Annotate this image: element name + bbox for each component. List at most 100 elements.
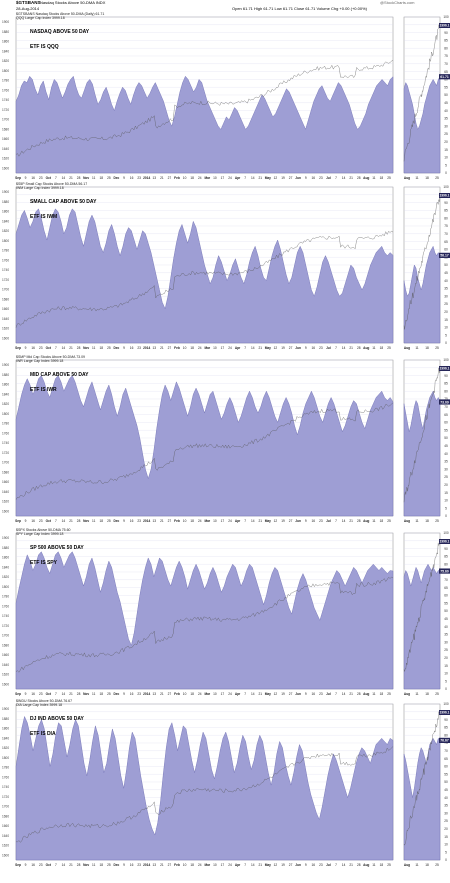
right-axis-tick: 25 bbox=[444, 302, 448, 306]
price-badge-label: 1996.1 bbox=[440, 711, 450, 715]
x-axis-tick: 13 bbox=[153, 519, 157, 523]
price-badge bbox=[439, 23, 450, 28]
left-axis-tick: 1760 bbox=[2, 431, 9, 435]
x-axis-tick: 7 bbox=[335, 346, 337, 350]
left-axis-tick: 1720 bbox=[2, 795, 9, 799]
right-axis-tick: 90 bbox=[444, 547, 448, 551]
right-axis-tick: 20 bbox=[444, 483, 448, 487]
left-axis-tick: 1720 bbox=[2, 451, 9, 455]
x-axis-tick: 7 bbox=[244, 863, 246, 867]
x-axis-tick: 7 bbox=[55, 346, 57, 350]
x-axis-tick: 11 bbox=[372, 519, 376, 523]
x-axis-tick: 25 bbox=[387, 346, 391, 350]
left-axis-tick: 1860 bbox=[2, 383, 9, 387]
x-axis-tick: 16 bbox=[31, 176, 35, 180]
left-axis-tick: 1860 bbox=[2, 727, 9, 731]
x-axis-tick: 11 bbox=[372, 692, 376, 696]
x-axis-tick: 21 bbox=[69, 519, 73, 523]
symbol-description: Nasdaq Stocks Above 50-DMA INDX bbox=[40, 0, 106, 6]
right-axis-tick: 0 bbox=[445, 341, 447, 345]
panel-title: SP 500 ABOVE 50 DAY bbox=[30, 545, 84, 551]
x-axis-tick: Aug bbox=[363, 863, 369, 867]
x-axis-tick: 16 bbox=[312, 346, 316, 350]
left-axis-tick: 1880 bbox=[2, 546, 9, 550]
last-value-label: 75.60 bbox=[440, 569, 449, 573]
x-axis-tick: 24 bbox=[228, 519, 232, 523]
panel-subtitle: ETF IS DIA bbox=[30, 731, 56, 737]
x-axis-tick: Nov bbox=[83, 692, 89, 696]
chart-panel-3: 0510152025303540455055606570758085909510… bbox=[0, 355, 450, 528]
chart-svg-3: 0510152025303540455055606570758085909510… bbox=[2, 358, 450, 523]
x-axis-tick: 11 bbox=[92, 519, 96, 523]
x-axis-tick: 11 bbox=[372, 863, 376, 867]
chart-date: 28-Aug-2014 bbox=[16, 6, 40, 11]
left-axis-tick: 1760 bbox=[2, 604, 9, 608]
x-axis-tick: 9 bbox=[123, 863, 125, 867]
right-axis-tick: 15 bbox=[444, 835, 448, 839]
breadth-area-series bbox=[15, 208, 394, 344]
x-axis-tick: 16 bbox=[31, 863, 35, 867]
x-axis-tick: 10 bbox=[213, 863, 217, 867]
left-axis-tick: 1740 bbox=[2, 98, 9, 102]
right-axis-tick: 80 bbox=[444, 562, 448, 566]
x-axis-tick: 23 bbox=[319, 863, 323, 867]
right-axis-tick: 10 bbox=[444, 326, 448, 330]
x-axis-tick: 28 bbox=[77, 692, 81, 696]
left-axis-tick: 1740 bbox=[2, 268, 9, 272]
right-axis-tick: 80 bbox=[444, 46, 448, 50]
left-axis-tick: 1820 bbox=[2, 229, 9, 233]
x-axis-tick: 14 bbox=[251, 863, 255, 867]
right-axis-tick: 5 bbox=[445, 850, 447, 854]
left-axis-tick: 1840 bbox=[2, 736, 9, 740]
x-axis-tick: 28 bbox=[357, 519, 361, 523]
x-axis-tick: 28 bbox=[77, 519, 81, 523]
x-axis-tick: 7 bbox=[335, 519, 337, 523]
x-axis-tick: 7 bbox=[244, 692, 246, 696]
x-axis-tick: 21 bbox=[160, 519, 164, 523]
left-axis-tick: 1860 bbox=[2, 40, 9, 44]
x-axis-tick: 9 bbox=[123, 346, 125, 350]
left-axis-tick: 1600 bbox=[2, 682, 9, 686]
x-axis-tick: 10 bbox=[213, 692, 217, 696]
right-axis-tick: 65 bbox=[444, 757, 448, 761]
panel-subtitle: ETF IS IWM bbox=[30, 214, 58, 220]
x-axis-tick: 12 bbox=[274, 176, 278, 180]
x-axis-tick: 14 bbox=[251, 346, 255, 350]
right-axis-tick: 15 bbox=[444, 318, 448, 322]
x-axis-tick: Mar bbox=[204, 346, 210, 350]
chart-panel-1: 0510152025303540455055606570758085909510… bbox=[0, 12, 450, 185]
left-axis-tick: 1640 bbox=[2, 663, 9, 667]
inset-x-axis-tick: 18 bbox=[425, 519, 429, 523]
right-axis-tick: 100 bbox=[443, 185, 449, 189]
left-axis-tick: 1640 bbox=[2, 147, 9, 151]
panel-legend-entry: $INDU Stocks Above 50-DMA 76.67 bbox=[16, 699, 73, 703]
x-axis-tick: 27 bbox=[289, 346, 293, 350]
x-axis-tick: Mar bbox=[204, 863, 210, 867]
panel-legend-entry: DIA Large Cap Index 3999.18 bbox=[16, 703, 63, 707]
x-axis-tick: 11 bbox=[92, 692, 96, 696]
right-axis-tick: 65 bbox=[444, 70, 448, 74]
right-axis-tick: 90 bbox=[444, 718, 448, 722]
right-axis-tick: 75 bbox=[444, 54, 448, 58]
x-axis-tick: 23 bbox=[319, 176, 323, 180]
x-axis-tick: 10 bbox=[183, 519, 187, 523]
left-axis-tick: 1740 bbox=[2, 785, 9, 789]
left-axis-tick: 1880 bbox=[2, 30, 9, 34]
right-axis-tick: 85 bbox=[444, 726, 448, 730]
x-axis-tick: 16 bbox=[130, 519, 134, 523]
x-axis-tick: 18 bbox=[100, 519, 104, 523]
right-axis-tick: 60 bbox=[444, 78, 448, 82]
left-axis-tick: 1860 bbox=[2, 556, 9, 560]
panel-subtitle: ETF IS SPY bbox=[30, 560, 57, 566]
x-axis-tick: 21 bbox=[259, 346, 263, 350]
left-axis-tick: 1800 bbox=[2, 69, 9, 73]
left-axis-tick: 1780 bbox=[2, 79, 9, 83]
price-overlay-line bbox=[15, 402, 394, 500]
x-axis-tick: May bbox=[265, 519, 271, 523]
chart-svg-1: 0510152025303540455055606570758085909510… bbox=[2, 15, 450, 180]
x-axis-tick: Jun bbox=[295, 346, 301, 350]
x-axis-tick: 23 bbox=[39, 519, 43, 523]
chart-panel-4: 0510152025303540455055606570758085909510… bbox=[0, 528, 450, 701]
right-axis-tick: 25 bbox=[444, 475, 448, 479]
x-axis-tick: 7 bbox=[244, 176, 246, 180]
